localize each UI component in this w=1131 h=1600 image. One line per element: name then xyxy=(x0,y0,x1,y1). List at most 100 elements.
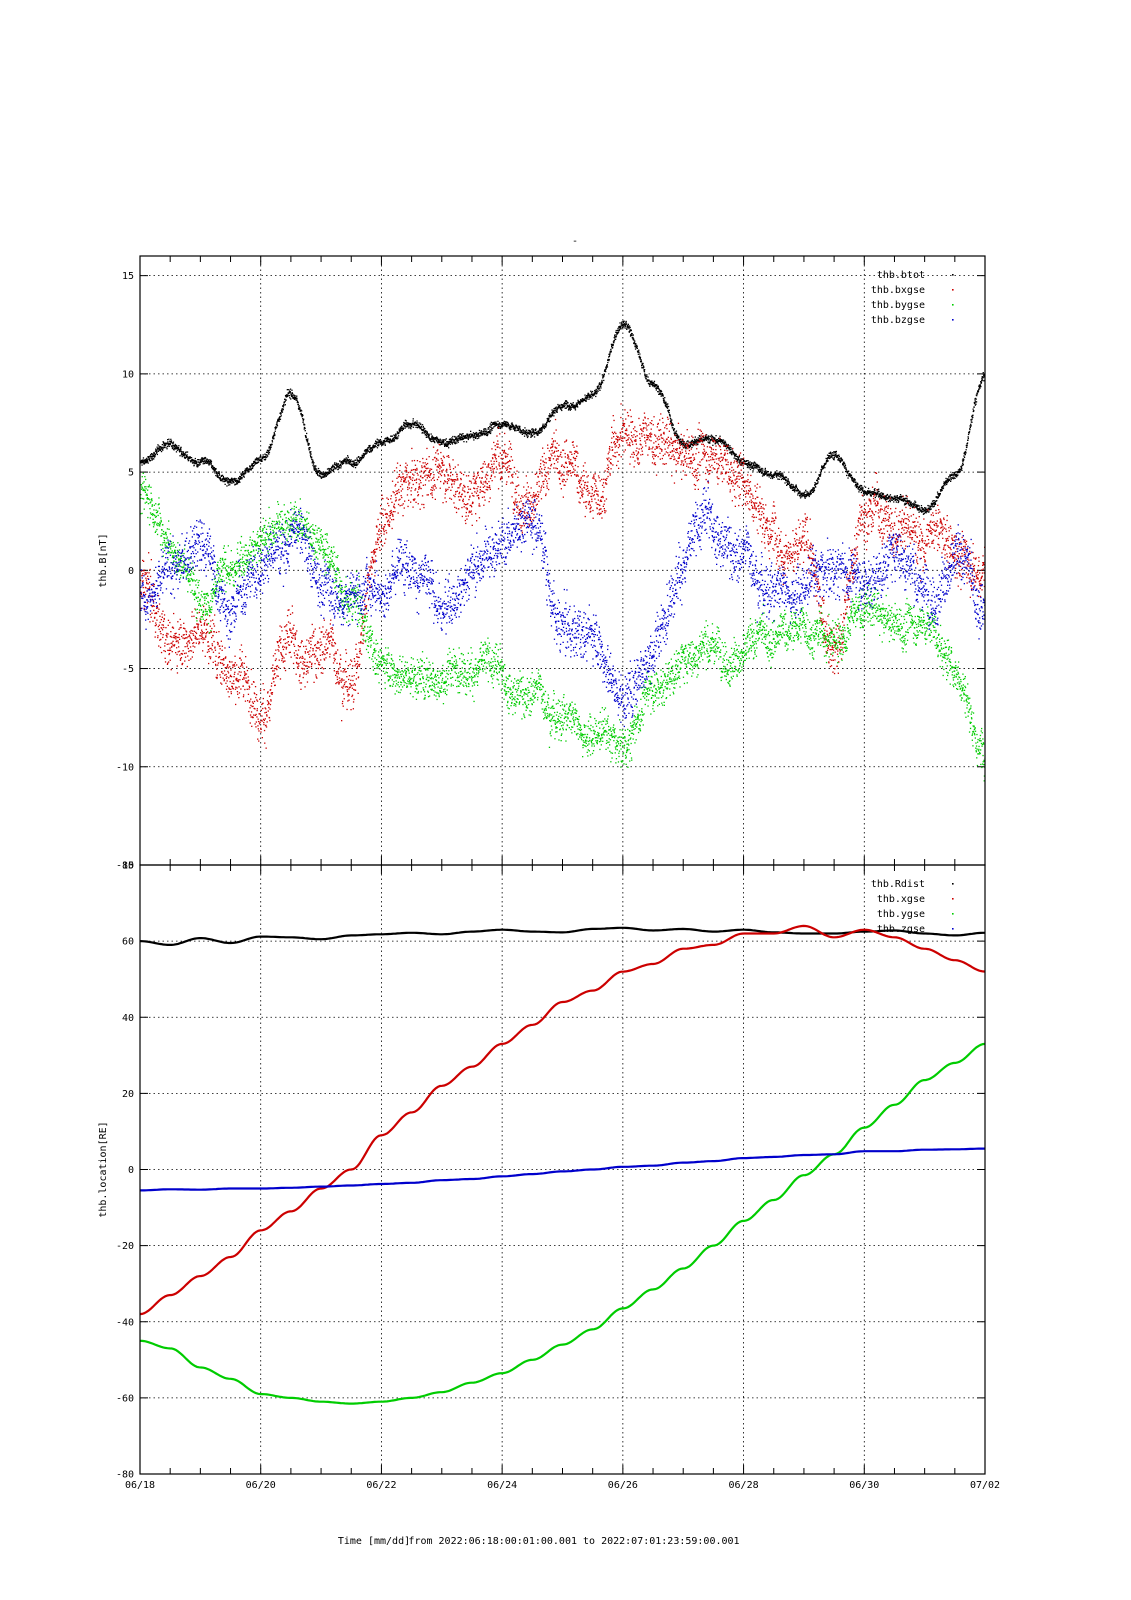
scatter-point xyxy=(240,644,243,646)
scatter-point xyxy=(491,424,493,426)
scatter-point xyxy=(862,488,864,490)
scatter-point xyxy=(183,634,185,636)
scatter-point xyxy=(451,440,453,442)
scatter-point xyxy=(376,447,379,449)
scatter-point xyxy=(161,624,163,626)
scatter-point xyxy=(178,646,180,648)
scatter-point xyxy=(243,662,245,664)
scatter-point xyxy=(845,469,848,471)
scatter-point xyxy=(220,478,222,480)
scatter-point xyxy=(163,446,165,449)
scatter-point xyxy=(283,402,285,404)
scatter-point xyxy=(203,462,206,465)
scatter-point xyxy=(168,643,170,645)
scatter-point xyxy=(146,571,148,574)
scatter-point xyxy=(197,625,199,627)
scatter-point xyxy=(241,472,243,474)
scatter-point xyxy=(445,442,447,444)
scatter-point xyxy=(685,448,687,450)
scatter-point xyxy=(308,444,310,446)
scatter-point xyxy=(272,670,274,672)
scatter-point xyxy=(220,640,222,642)
scatter-point xyxy=(194,457,196,460)
scatter-point xyxy=(265,456,267,458)
scatter-point xyxy=(239,475,241,478)
scatter-point xyxy=(710,436,712,438)
scatter-point xyxy=(274,673,276,675)
scatter-point xyxy=(776,470,778,472)
scatter-point xyxy=(214,649,217,651)
scatter-point xyxy=(172,444,174,446)
scatter-point xyxy=(281,410,283,412)
scatter-point xyxy=(234,688,237,690)
scatter-point xyxy=(966,442,969,444)
scatter-point xyxy=(240,671,242,673)
scatter-point xyxy=(161,448,164,450)
scatter-point xyxy=(384,440,386,442)
scatter-point xyxy=(309,454,312,456)
scatter-point xyxy=(301,410,303,412)
scatter-point xyxy=(792,484,794,486)
scatter-point xyxy=(504,425,507,427)
scatter-point xyxy=(477,435,479,437)
scatter-point xyxy=(591,397,593,399)
scatter-point xyxy=(962,461,964,463)
scatter-point xyxy=(177,447,179,449)
scatter-point xyxy=(797,494,799,496)
scatter-point xyxy=(161,447,163,449)
scatter-point xyxy=(332,464,334,466)
scatter-point xyxy=(251,467,254,469)
scatter-point xyxy=(238,666,240,668)
scatter-point xyxy=(141,462,144,464)
scatter-point xyxy=(174,644,176,646)
scatter-point xyxy=(264,712,266,714)
scatter-point xyxy=(934,503,937,505)
scatter-point xyxy=(174,448,176,450)
scatter-point xyxy=(675,430,678,432)
scatter-point xyxy=(847,472,849,474)
scatter-point xyxy=(294,395,296,397)
scatter-point xyxy=(606,366,609,368)
scatter-point xyxy=(418,425,421,428)
scatter-point xyxy=(227,482,229,484)
scatter-point xyxy=(545,424,548,426)
scatter-point xyxy=(915,501,917,503)
scatter-point xyxy=(171,642,173,644)
scatter-point xyxy=(751,462,753,464)
scatter-point xyxy=(874,496,876,499)
scatter-point xyxy=(484,430,486,432)
scatter-point xyxy=(628,328,630,330)
scatter-point xyxy=(396,436,398,438)
scatter-point xyxy=(184,660,186,662)
scatter-point xyxy=(188,642,191,644)
scatter-point xyxy=(204,459,206,461)
scatter-point xyxy=(238,692,241,694)
scatter-point xyxy=(249,686,251,688)
scatter-point xyxy=(194,626,197,628)
scatter-point xyxy=(486,433,488,435)
scatter-point xyxy=(475,436,477,438)
scatter-point xyxy=(295,398,297,400)
scatter-point xyxy=(274,653,276,655)
scatter-point xyxy=(225,677,227,679)
scatter-point xyxy=(198,464,201,466)
scatter-point xyxy=(191,462,194,464)
scatter-point xyxy=(289,388,292,390)
scatter-point xyxy=(540,431,542,434)
scatter-point xyxy=(409,422,412,425)
scatter-point xyxy=(600,383,602,386)
scatter-point xyxy=(835,453,837,455)
scatter-point xyxy=(667,403,669,405)
scatter-point xyxy=(388,438,390,440)
scatter-point xyxy=(379,440,381,442)
scatter-point xyxy=(378,445,380,447)
scatter-point xyxy=(273,677,275,680)
scatter-point xyxy=(211,649,213,651)
scatter-point xyxy=(771,477,774,480)
scatter-point xyxy=(249,722,251,724)
scatter-point xyxy=(364,449,366,452)
scatter-point xyxy=(195,462,197,465)
scatter-point xyxy=(340,465,342,467)
scatter-point xyxy=(184,646,186,648)
scatter-point xyxy=(364,451,367,453)
